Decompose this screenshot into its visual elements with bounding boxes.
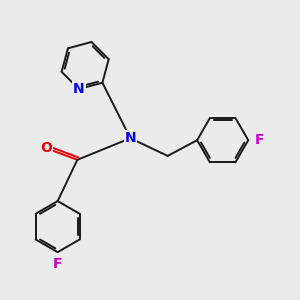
Text: N: N: [73, 82, 85, 96]
Text: O: O: [40, 141, 52, 155]
Text: F: F: [53, 257, 62, 271]
Text: F: F: [254, 133, 264, 147]
Text: N: N: [124, 131, 136, 145]
